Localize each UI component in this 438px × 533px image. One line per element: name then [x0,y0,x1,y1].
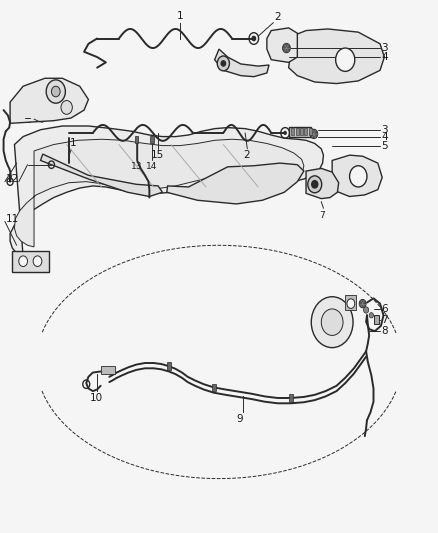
Circle shape [312,181,318,188]
Bar [309,127,312,135]
Polygon shape [306,168,339,199]
Bar [167,362,171,370]
Circle shape [369,313,374,318]
Text: 4: 4 [381,132,388,142]
Circle shape [283,43,290,53]
Text: 11: 11 [6,214,19,224]
Polygon shape [289,29,385,84]
Circle shape [347,299,355,309]
Circle shape [311,297,353,348]
Circle shape [336,48,355,71]
Text: 1: 1 [70,138,77,148]
Text: 13: 13 [131,162,142,171]
Bar [300,127,303,135]
Text: 12: 12 [6,174,19,184]
Circle shape [217,56,230,71]
Text: 8: 8 [381,326,388,336]
Text: 3: 3 [381,125,388,135]
Circle shape [19,256,28,266]
Polygon shape [41,154,162,197]
Circle shape [364,307,369,313]
Circle shape [61,101,72,114]
Bar [291,127,294,135]
Circle shape [283,131,287,135]
Bar [304,127,307,135]
Text: 1: 1 [177,11,183,21]
Polygon shape [10,78,88,123]
Text: 7: 7 [320,211,325,220]
Bar [150,135,154,143]
Bar [289,126,311,137]
Circle shape [308,176,322,193]
Text: 14: 14 [146,162,157,171]
Circle shape [321,309,343,335]
Bar [101,366,115,374]
Text: 5: 5 [381,141,388,151]
Circle shape [33,256,42,266]
Circle shape [252,36,255,41]
Polygon shape [167,163,304,204]
Circle shape [51,86,60,97]
Bar [296,127,299,135]
Text: 7: 7 [381,314,388,325]
Text: 15: 15 [151,150,164,160]
Circle shape [350,166,367,187]
Circle shape [221,61,226,66]
Text: 10: 10 [90,393,103,403]
Polygon shape [215,49,269,77]
Circle shape [359,300,366,308]
Polygon shape [332,155,382,197]
Bar [374,315,379,324]
Bar [134,135,138,143]
Text: 2: 2 [243,150,250,160]
Bar [212,384,215,391]
Circle shape [46,80,65,103]
Text: 9: 9 [237,414,243,424]
Text: 3: 3 [381,43,388,53]
Circle shape [310,129,318,139]
Bar [289,394,293,402]
Polygon shape [12,251,49,272]
Polygon shape [14,139,304,247]
Text: 4: 4 [381,52,388,61]
Polygon shape [10,126,323,257]
Text: 6: 6 [381,304,388,314]
Text: 2: 2 [275,12,281,21]
Bar [345,295,356,310]
Polygon shape [267,28,297,62]
